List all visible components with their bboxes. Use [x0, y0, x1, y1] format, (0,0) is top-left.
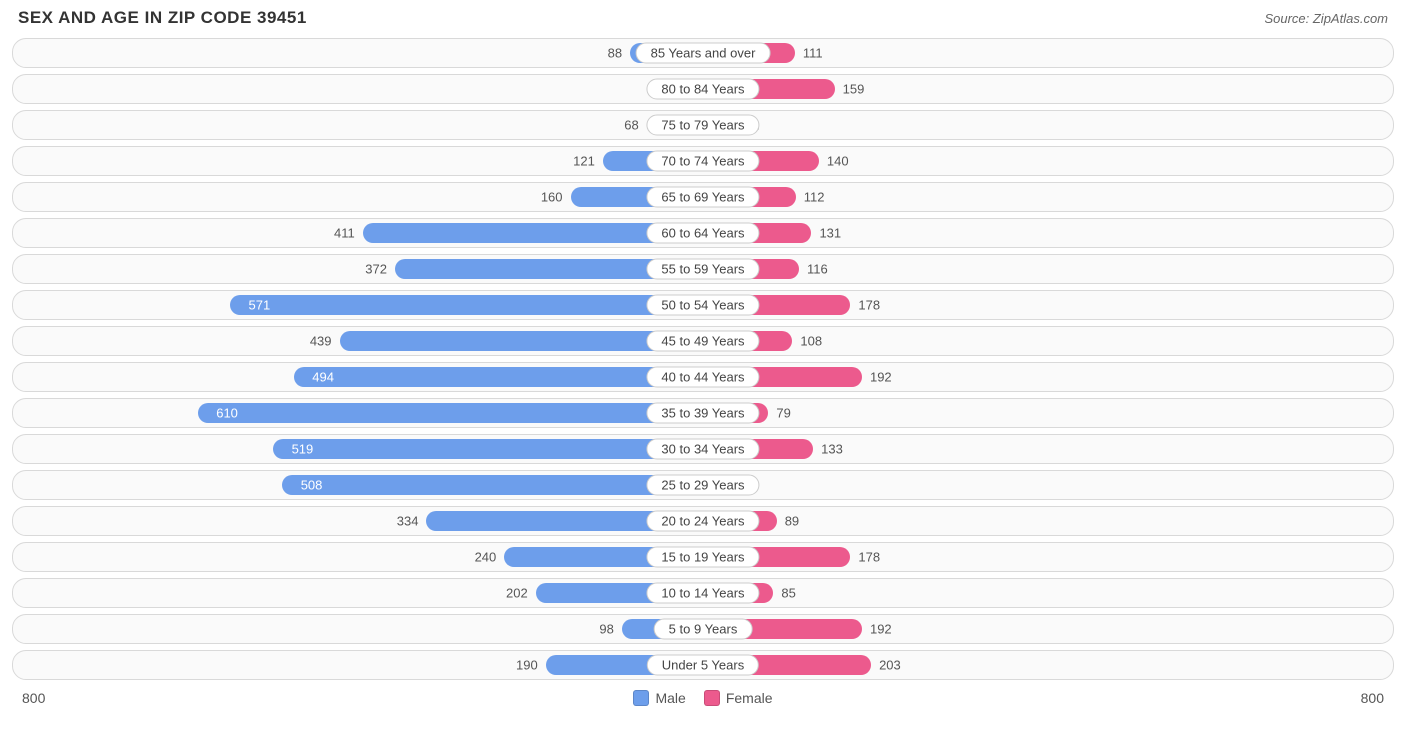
chart-header: SEX AND AGE IN ZIP CODE 39451 Source: Zi…: [12, 8, 1394, 38]
age-group-label: 10 to 14 Years: [646, 583, 759, 604]
male-value: 411: [334, 226, 355, 241]
age-group-label: 75 to 79 Years: [646, 115, 759, 136]
axis-max-right: 800: [1361, 690, 1384, 706]
male-value: 334: [397, 514, 419, 529]
swatch-male: [633, 690, 649, 706]
age-group-label: 55 to 59 Years: [646, 259, 759, 280]
male-value: 68: [624, 118, 638, 133]
pyramid-row: 121 140 70 to 74 Years: [12, 146, 1394, 176]
pyramid-row: 494 192 40 to 44 Years: [12, 362, 1394, 392]
female-value: 131: [819, 226, 841, 241]
age-group-label: 50 to 54 Years: [646, 295, 759, 316]
swatch-female: [704, 690, 720, 706]
female-value: 178: [858, 550, 880, 565]
age-group-label: 65 to 69 Years: [646, 187, 759, 208]
male-bar: [294, 367, 703, 387]
male-value: 202: [506, 586, 528, 601]
pyramid-row: 88 111 85 Years and over: [12, 38, 1394, 68]
pyramid-row: 610 79 35 to 39 Years: [12, 398, 1394, 428]
male-value: 98: [599, 622, 613, 637]
female-value: 112: [804, 190, 825, 205]
female-value: 203: [879, 658, 901, 673]
male-value: 519: [292, 442, 314, 457]
age-group-label: Under 5 Years: [647, 655, 759, 676]
age-group-label: 25 to 29 Years: [646, 475, 759, 496]
age-group-label: 85 Years and over: [636, 43, 771, 64]
female-value: 133: [821, 442, 843, 457]
chart-footer: 800 Male Female 800: [12, 686, 1394, 706]
pyramid-row: 5082225 to 29 Years: [12, 470, 1394, 500]
population-pyramid: 8811185 Years and over3415980 to 84 Year…: [12, 38, 1394, 680]
female-value: 116: [807, 262, 828, 277]
pyramid-row: 439 108 45 to 49 Years: [12, 326, 1394, 356]
pyramid-row: 160 112 65 to 69 Years: [12, 182, 1394, 212]
male-value: 508: [301, 478, 323, 493]
female-value: 85: [781, 586, 795, 601]
male-bar: [198, 403, 703, 423]
male-value: 88: [608, 46, 622, 61]
legend-female-label: Female: [726, 690, 773, 706]
female-value: 178: [858, 298, 880, 313]
male-value: 372: [365, 262, 387, 277]
female-value: 192: [870, 370, 892, 385]
female-value: 111: [803, 46, 823, 61]
male-value: 439: [310, 334, 332, 349]
age-group-label: 30 to 34 Years: [646, 439, 759, 460]
male-value: 494: [312, 370, 334, 385]
pyramid-row: 571 178 50 to 54 Years: [12, 290, 1394, 320]
pyramid-row: 240 178 15 to 19 Years: [12, 542, 1394, 572]
pyramid-row: 334 89 20 to 24 Years: [12, 506, 1394, 536]
age-group-label: 40 to 44 Years: [646, 367, 759, 388]
age-group-label: 60 to 64 Years: [646, 223, 759, 244]
age-group-label: 80 to 84 Years: [646, 79, 759, 100]
male-value: 240: [475, 550, 497, 565]
pyramid-row: 411 131 60 to 64 Years: [12, 218, 1394, 248]
female-value: 89: [785, 514, 799, 529]
pyramid-row: 372 116 55 to 59 Years: [12, 254, 1394, 284]
pyramid-row: 684175 to 79 Years: [12, 110, 1394, 140]
male-value: 160: [541, 190, 563, 205]
female-value: 79: [776, 406, 790, 421]
age-group-label: 15 to 19 Years: [646, 547, 759, 568]
age-group-label: 20 to 24 Years: [646, 511, 759, 532]
male-value: 610: [216, 406, 238, 421]
female-value: 108: [800, 334, 822, 349]
pyramid-row: 202 85 10 to 14 Years: [12, 578, 1394, 608]
pyramid-row: 519 133 30 to 34 Years: [12, 434, 1394, 464]
legend: Male Female: [45, 690, 1360, 706]
axis-max-left: 800: [22, 690, 45, 706]
male-value: 121: [573, 154, 595, 169]
legend-female: Female: [704, 690, 773, 706]
pyramid-row: 3415980 to 84 Years: [12, 74, 1394, 104]
pyramid-row: 98 192 5 to 9 Years: [12, 614, 1394, 644]
female-value: 192: [870, 622, 892, 637]
female-value: 159: [843, 82, 865, 97]
male-value: 190: [516, 658, 538, 673]
age-group-label: 70 to 74 Years: [646, 151, 759, 172]
legend-male-label: Male: [655, 690, 685, 706]
chart-container: SEX AND AGE IN ZIP CODE 39451 Source: Zi…: [0, 0, 1406, 718]
male-bar: [282, 475, 703, 495]
chart-source: Source: ZipAtlas.com: [1264, 11, 1388, 26]
female-value: 140: [827, 154, 849, 169]
male-value: 571: [249, 298, 271, 313]
pyramid-row: 190 203 Under 5 Years: [12, 650, 1394, 680]
male-bar: [230, 295, 703, 315]
chart-title: SEX AND AGE IN ZIP CODE 39451: [18, 8, 307, 28]
age-group-label: 5 to 9 Years: [654, 619, 753, 640]
age-group-label: 45 to 49 Years: [646, 331, 759, 352]
age-group-label: 35 to 39 Years: [646, 403, 759, 424]
male-bar: [273, 439, 703, 459]
legend-male: Male: [633, 690, 685, 706]
